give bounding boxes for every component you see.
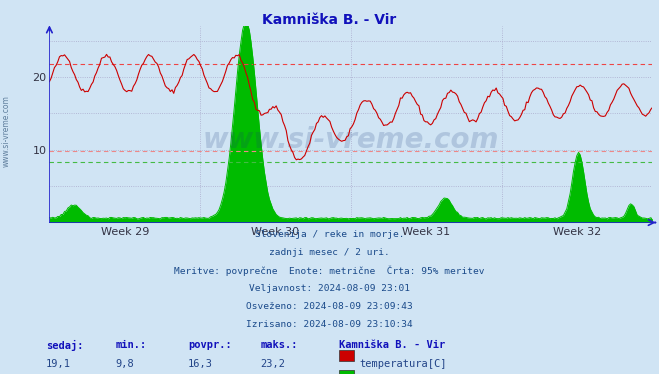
Text: 9,8: 9,8 [115, 359, 134, 369]
Text: www.si-vreme.com: www.si-vreme.com [203, 126, 499, 154]
Text: Izrisano: 2024-08-09 23:10:34: Izrisano: 2024-08-09 23:10:34 [246, 320, 413, 329]
Text: 16,3: 16,3 [188, 359, 213, 369]
Text: Kamniška B. - Vir: Kamniška B. - Vir [339, 340, 445, 350]
Text: povpr.:: povpr.: [188, 340, 231, 350]
Text: Osveženo: 2024-08-09 23:09:43: Osveženo: 2024-08-09 23:09:43 [246, 302, 413, 311]
Text: maks.:: maks.: [260, 340, 298, 350]
Text: Meritve: povprečne  Enote: metrične  Črta: 95% meritev: Meritve: povprečne Enote: metrične Črta:… [174, 266, 485, 276]
Text: 23,2: 23,2 [260, 359, 285, 369]
Text: min.:: min.: [115, 340, 146, 350]
Text: 19,1: 19,1 [46, 359, 71, 369]
Text: www.si-vreme.com: www.si-vreme.com [2, 95, 11, 167]
Text: zadnji mesec / 2 uri.: zadnji mesec / 2 uri. [269, 248, 390, 257]
Text: Slovenija / reke in morje.: Slovenija / reke in morje. [255, 230, 404, 239]
Text: Veljavnost: 2024-08-09 23:01: Veljavnost: 2024-08-09 23:01 [249, 284, 410, 293]
Text: temperatura[C]: temperatura[C] [359, 359, 447, 369]
Text: sedaj:: sedaj: [46, 340, 84, 350]
Text: Kamniška B. - Vir: Kamniška B. - Vir [262, 13, 397, 27]
